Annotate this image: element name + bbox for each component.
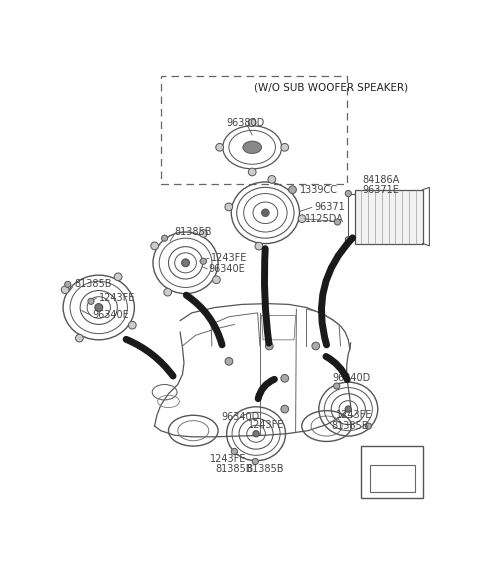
Ellipse shape bbox=[281, 406, 288, 413]
Text: 96340D: 96340D bbox=[333, 373, 371, 383]
FancyBboxPatch shape bbox=[360, 446, 423, 498]
Text: 1125DA: 1125DA bbox=[305, 214, 344, 224]
Text: 96371E: 96371E bbox=[362, 185, 399, 196]
Ellipse shape bbox=[298, 215, 306, 223]
Ellipse shape bbox=[312, 342, 320, 350]
Ellipse shape bbox=[262, 209, 269, 217]
Ellipse shape bbox=[129, 321, 136, 329]
Text: 1339CC: 1339CC bbox=[300, 185, 338, 195]
Text: 1243FE: 1243FE bbox=[99, 293, 135, 303]
Ellipse shape bbox=[253, 431, 259, 437]
Ellipse shape bbox=[65, 281, 71, 288]
Text: 81385B: 81385B bbox=[246, 464, 284, 474]
Text: 81385B: 81385B bbox=[175, 227, 212, 237]
Ellipse shape bbox=[265, 342, 273, 350]
Text: 96340D: 96340D bbox=[221, 412, 260, 422]
Text: 1243FE: 1243FE bbox=[248, 420, 284, 430]
Ellipse shape bbox=[334, 383, 340, 389]
Ellipse shape bbox=[200, 230, 207, 237]
Ellipse shape bbox=[345, 406, 351, 412]
FancyBboxPatch shape bbox=[370, 465, 415, 492]
Text: 1243FE: 1243FE bbox=[336, 410, 372, 420]
Text: 81385B: 81385B bbox=[215, 464, 252, 474]
Ellipse shape bbox=[268, 176, 276, 183]
Ellipse shape bbox=[345, 237, 351, 243]
Ellipse shape bbox=[248, 168, 256, 176]
Ellipse shape bbox=[181, 259, 190, 267]
Ellipse shape bbox=[281, 374, 288, 382]
Ellipse shape bbox=[255, 242, 263, 250]
Ellipse shape bbox=[252, 458, 258, 465]
Ellipse shape bbox=[225, 203, 233, 211]
Ellipse shape bbox=[288, 186, 296, 193]
Ellipse shape bbox=[231, 448, 238, 455]
Text: 1243FE: 1243FE bbox=[211, 253, 248, 263]
Ellipse shape bbox=[61, 286, 69, 294]
Ellipse shape bbox=[225, 357, 233, 365]
Ellipse shape bbox=[200, 258, 206, 264]
Text: 84186A: 84186A bbox=[362, 175, 399, 185]
Text: (W/O SUB WOOFER SPEAKER): (W/O SUB WOOFER SPEAKER) bbox=[254, 82, 408, 92]
Ellipse shape bbox=[75, 334, 83, 342]
Ellipse shape bbox=[281, 144, 288, 151]
Text: 96340E: 96340E bbox=[93, 310, 129, 320]
Text: 84182K: 84182K bbox=[370, 450, 410, 461]
Ellipse shape bbox=[114, 273, 122, 281]
Ellipse shape bbox=[335, 219, 340, 225]
Ellipse shape bbox=[365, 423, 372, 429]
Text: 81385B: 81385B bbox=[331, 421, 369, 431]
Ellipse shape bbox=[162, 235, 168, 241]
Ellipse shape bbox=[164, 288, 172, 296]
Ellipse shape bbox=[345, 190, 351, 196]
Text: 81385B: 81385B bbox=[74, 280, 111, 289]
Text: 96380D: 96380D bbox=[227, 118, 265, 128]
Ellipse shape bbox=[151, 242, 158, 250]
Text: 1243FE: 1243FE bbox=[210, 454, 247, 464]
Ellipse shape bbox=[243, 141, 262, 154]
Ellipse shape bbox=[88, 298, 94, 304]
FancyBboxPatch shape bbox=[355, 190, 423, 244]
Ellipse shape bbox=[216, 144, 224, 151]
Ellipse shape bbox=[95, 304, 103, 311]
Text: 96371: 96371 bbox=[314, 202, 345, 212]
Text: 96340E: 96340E bbox=[209, 264, 246, 274]
Ellipse shape bbox=[213, 276, 220, 284]
Ellipse shape bbox=[248, 119, 256, 127]
